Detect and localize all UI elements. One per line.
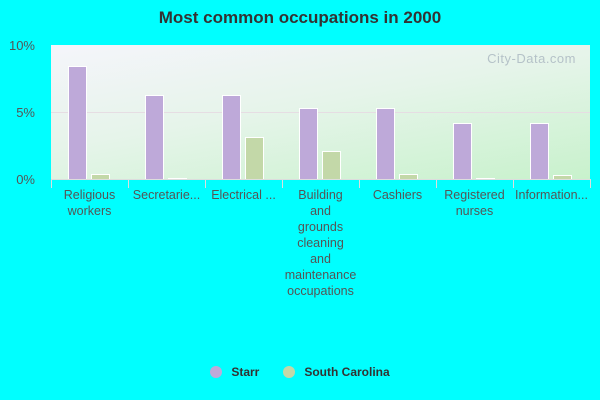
x-axis-label: Cashiers (372, 188, 423, 202)
bar-starr[interactable] (299, 107, 318, 179)
legend: Starr South Carolina (0, 365, 600, 379)
x-tick (128, 179, 129, 188)
legend-item-starr[interactable]: Starr (210, 365, 259, 379)
bar-south-carolina[interactable] (168, 177, 187, 179)
bar-south-carolina[interactable] (553, 174, 572, 179)
chart-title: Most common occupations in 2000 (158, 8, 442, 27)
y-tick-5: 5% (16, 105, 35, 120)
bar-starr[interactable] (222, 94, 241, 179)
y-tick-10: 10% (8, 38, 35, 53)
plot-area: City-Data.com (51, 45, 590, 179)
x-tick (513, 179, 514, 188)
bar-starr[interactable] (453, 122, 472, 179)
x-axis-label: Information... (515, 188, 588, 202)
x-tick (359, 179, 360, 188)
x-tick (51, 179, 52, 188)
x-axis-label: Religious workers (63, 188, 116, 218)
bar-starr[interactable] (530, 122, 549, 179)
x-axis (51, 179, 590, 180)
bar-south-carolina[interactable] (399, 174, 418, 179)
legend-label: South Carolina (304, 365, 390, 379)
bar-south-carolina[interactable] (322, 150, 341, 179)
legend-dot-icon (210, 366, 223, 378)
legend-item-south-carolina[interactable]: South Carolina (283, 365, 390, 379)
x-axis-label: Registered nurses (444, 188, 505, 218)
bar-starr[interactable] (376, 107, 395, 179)
bar-south-carolina[interactable] (91, 173, 110, 179)
bar-starr[interactable] (68, 66, 87, 179)
x-axis-label: Electrical ... (211, 188, 276, 202)
bar-south-carolina[interactable] (245, 137, 264, 179)
legend-dot-icon (283, 366, 296, 378)
gridline-5 (51, 112, 590, 113)
x-tick (205, 179, 206, 188)
bar-south-carolina[interactable] (476, 177, 495, 179)
y-tick-0: 0% (16, 172, 35, 187)
bar-starr[interactable] (145, 94, 164, 179)
x-tick (436, 179, 437, 188)
legend-label: Starr (231, 365, 260, 379)
x-tick (590, 179, 591, 188)
watermark: City-Data.com (487, 51, 576, 66)
x-tick (282, 179, 283, 188)
x-axis-label: Secretarie... (132, 188, 201, 202)
x-axis-label: Building and grounds cleaning and mainte… (284, 188, 357, 298)
